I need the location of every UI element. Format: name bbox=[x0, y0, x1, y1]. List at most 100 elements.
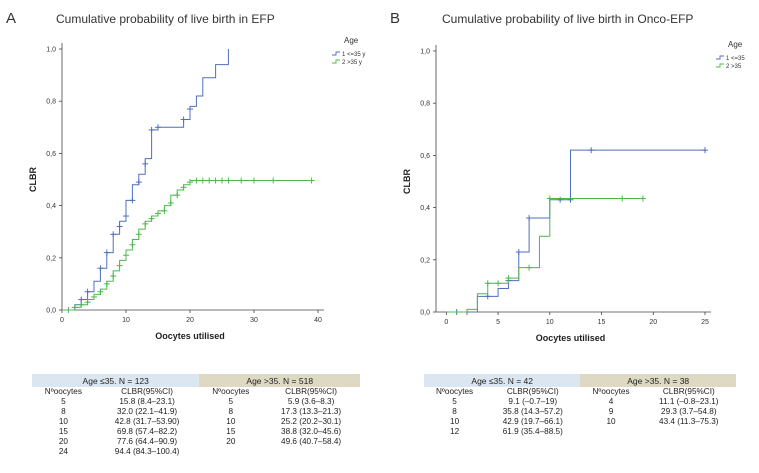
table-cell: 17.3 (13.3–21.3) bbox=[281, 407, 342, 416]
col-oocytes-header: Nºoocytes bbox=[592, 387, 630, 396]
legend-swatch bbox=[716, 63, 724, 68]
table-cell: 35.8 (14.3–57.2) bbox=[502, 407, 563, 416]
table-cell: 5 bbox=[61, 397, 66, 406]
table-row: 12 61.9 (35.4–88.5) bbox=[424, 427, 736, 437]
y-tick-label: 0,8 bbox=[46, 99, 56, 106]
table-cell: 10 bbox=[450, 417, 460, 426]
legend-label: 1 <=35 bbox=[726, 56, 745, 62]
y-tick-label: 0,4 bbox=[46, 203, 56, 210]
x-tick-label: 0 bbox=[60, 317, 64, 324]
table-cell: 94.4 (84.3–100.4) bbox=[114, 447, 180, 456]
y-tick-label: 0,0 bbox=[46, 308, 56, 315]
table-b-header-young: Age ≤35. N = 42 bbox=[424, 374, 581, 387]
table-row: 20 77.6 (64.4–90.9) 20 49.6 (40.7–58.4) bbox=[32, 437, 360, 447]
table-cell: 15.8 (8.4–23.1) bbox=[119, 397, 175, 406]
x-tick-label: 5 bbox=[496, 319, 500, 326]
table-row: 10 42.9 (19.7–66.1) 10 43.4 (11.3–75.3) bbox=[424, 417, 736, 427]
table-cell bbox=[199, 447, 262, 457]
series-line-1 bbox=[446, 149, 705, 313]
table-cell: 15 bbox=[58, 427, 68, 436]
table-cell: 24 bbox=[58, 447, 68, 456]
table-cell: 10 bbox=[226, 417, 236, 426]
table-cell: 10 bbox=[606, 417, 616, 426]
table-cell: 61.9 (35.4–88.5) bbox=[502, 427, 563, 436]
table-cell: 5 bbox=[228, 397, 234, 406]
panel-b-chart: 0,0 0,2 0,4 0,6 0,8 1,0 0 5 10 15 20 25 Oocytes util… bbox=[402, 40, 745, 343]
table-cell: 32.0 (22.1–41.9) bbox=[117, 407, 178, 416]
table-cell: 5 bbox=[452, 397, 457, 406]
table-cell: 9.1 (–0.7–19) bbox=[508, 397, 558, 406]
table-row: 24 94.4 (84.3–100.4) bbox=[32, 447, 360, 457]
table-cell: 43.4 (11.3–75.3) bbox=[659, 417, 719, 426]
table-cell: 8 bbox=[452, 407, 457, 416]
series-line-2 bbox=[62, 180, 312, 311]
x-tick-label: 15 bbox=[598, 319, 606, 326]
y-tick-label: 0,8 bbox=[420, 101, 430, 108]
legend-title: Age bbox=[344, 36, 359, 45]
y-tick-label: 0,6 bbox=[420, 153, 430, 160]
table-cell: 8 bbox=[228, 407, 234, 416]
x-tick-label: 10 bbox=[546, 319, 554, 326]
table-cell bbox=[262, 447, 360, 457]
y-axis-label: CLBR bbox=[402, 169, 412, 194]
table-a-header-young: Age ≤35. N = 123 bbox=[32, 374, 200, 387]
table-cell: 42.8 (31.7–53.90) bbox=[114, 417, 180, 426]
col-clbr-header: CLBR(95%CI) bbox=[662, 387, 715, 396]
table-row: 15 69.8 (57.4–82.2) 15 38.8 (32.0–45.6) bbox=[32, 427, 360, 437]
y-axis-label: CLBR bbox=[28, 167, 38, 192]
y-tick-label: 0,2 bbox=[46, 255, 56, 262]
panel-a-chart: 0,0 0,2 0,4 0,6 0,8 1,0 0 10 20 30 40 Oocytes utili… bbox=[28, 36, 365, 341]
panel-b: B Cumulative probability of live birth i… bbox=[380, 0, 759, 473]
table-row: 5 9.1 (–0.7–19) 4 11.1 (–0.8–23.1) bbox=[424, 397, 736, 407]
x-tick-label: 30 bbox=[250, 317, 258, 324]
x-tick-label: 10 bbox=[122, 317, 130, 324]
y-tick-label: 1,0 bbox=[46, 47, 56, 54]
table-cell: 20 bbox=[58, 437, 68, 446]
table-cell: 4 bbox=[608, 397, 614, 406]
table-a-header-old: Age >35. N = 518 bbox=[199, 374, 360, 387]
legend-label: 2 >35 bbox=[726, 64, 742, 70]
table-row: 8 35.8 (14.3–57.2) 9 29.3 (3.7–54.8) bbox=[424, 407, 736, 417]
table-cell: 11.1 (–0.8–23.1) bbox=[659, 397, 719, 406]
y-tick-label: 0,0 bbox=[420, 310, 430, 317]
table-cell: 25.2 (20.2–30.1) bbox=[281, 417, 342, 426]
table-cell: 42.9 (19.7–66.1) bbox=[502, 417, 563, 426]
panel-a: A Cumulative probability of live birth i… bbox=[6, 10, 365, 457]
x-tick-label: 0 bbox=[444, 319, 448, 326]
legend-swatch bbox=[716, 55, 724, 60]
legend-title: Age bbox=[728, 40, 743, 49]
x-axis-label: Oocytes utilised bbox=[536, 333, 606, 343]
col-oocytes-header: Nºoocytes bbox=[44, 387, 82, 396]
legend-label: 1 <=35 y bbox=[342, 52, 365, 58]
panel-b-table: Age ≤35. N = 42 Age >35. N = 38 Nºoocyte… bbox=[424, 374, 736, 437]
table-cell: 38.8 (32.0–45.6) bbox=[281, 427, 342, 436]
table-cell: 49.6 (40.7–58.4) bbox=[281, 437, 342, 446]
series-line-2 bbox=[446, 197, 643, 313]
legend-swatch bbox=[332, 51, 340, 56]
table-cell: 15 bbox=[226, 427, 236, 436]
col-oocytes-header: Nºoocytes bbox=[212, 387, 250, 396]
table-cell: 20 bbox=[226, 437, 236, 446]
panel-a-table: Age ≤35. N = 123 Age >35. N = 518 Nºoocy… bbox=[32, 374, 360, 457]
col-clbr-header: CLBR(95%CI) bbox=[121, 387, 174, 396]
panel-a-title: Cumulative probability of live birth in … bbox=[56, 12, 275, 26]
y-tick-label: 0,2 bbox=[420, 257, 430, 264]
table-row: 10 42.8 (31.7–53.90) 10 25.2 (20.2–30.1) bbox=[32, 417, 360, 427]
series-line-1 bbox=[62, 49, 229, 311]
table-cell: 12 bbox=[450, 427, 460, 436]
col-oocytes-header: Nºoocytes bbox=[436, 387, 474, 396]
legend-label: 2 >35 y bbox=[342, 60, 362, 66]
table-row: 5 15.8 (8.4–23.1) 5 5.9 (3.6–8.3) bbox=[32, 397, 360, 407]
table-cell: 10 bbox=[58, 417, 68, 426]
table-cell: 9 bbox=[608, 407, 614, 416]
table-cell: 69.8 (57.4–82.2) bbox=[117, 427, 178, 436]
table-b-header-old: Age >35. N = 38 bbox=[580, 374, 736, 387]
x-tick-label: 25 bbox=[701, 319, 709, 326]
y-tick-label: 1,0 bbox=[420, 49, 430, 56]
x-tick-label: 40 bbox=[314, 317, 322, 324]
table-cell bbox=[642, 427, 736, 437]
legend-swatch bbox=[332, 59, 340, 64]
col-clbr-header: CLBR(95%CI) bbox=[285, 387, 338, 396]
table-cell: 5.9 (3.6–8.3) bbox=[287, 397, 335, 406]
table-cell bbox=[580, 427, 641, 437]
